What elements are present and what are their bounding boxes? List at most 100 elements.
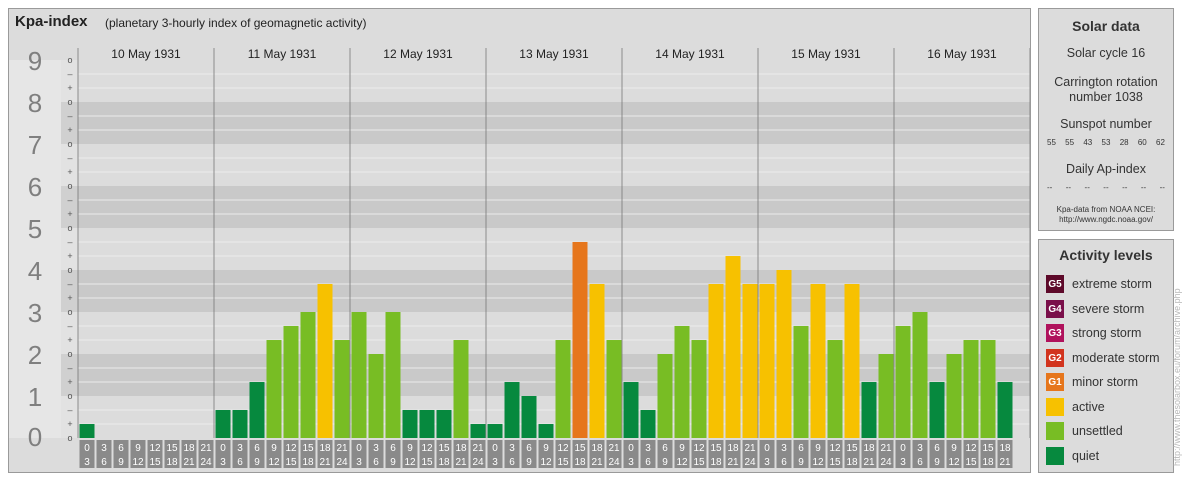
hour-end-label: 9 (662, 457, 668, 468)
chart-subtitle: (planetary 3-hourly index of geomagnetic… (105, 16, 367, 30)
hour-start-label: 0 (628, 443, 634, 454)
hour-label-box (96, 440, 112, 468)
legend-item-quiet: quiet (1046, 447, 1099, 465)
hour-start-label: 15 (302, 443, 314, 454)
hour-end-label: 12 (676, 457, 688, 468)
day-label: 12 May 1931 (383, 47, 453, 61)
kp-bar (776, 270, 792, 438)
minor-tick-label: + (67, 335, 72, 345)
hour-end-label: 3 (900, 457, 906, 468)
minor-tick-label: o (67, 223, 72, 233)
day-label: 13 May 1931 (519, 47, 589, 61)
ap-value: -- (1159, 183, 1165, 192)
hour-label-box (215, 440, 231, 468)
data-credit-line1: Kpa-data from NOAA NCEI: (1056, 205, 1156, 214)
hour-start-label: 3 (373, 443, 379, 454)
sublevel-band (61, 186, 78, 228)
minor-tick-label: – (67, 237, 72, 247)
hour-end-label: 12 (948, 457, 960, 468)
legend-item-moderate-storm: G2 moderate storm (1046, 349, 1160, 367)
kp-bar (657, 354, 673, 438)
hour-start-label: 18 (455, 443, 467, 454)
hour-end-label: 3 (628, 457, 634, 468)
hour-end-label: 6 (509, 457, 515, 468)
kp-bar (844, 283, 860, 438)
legend-item-active: active (1046, 398, 1105, 416)
kp-bar (878, 354, 894, 438)
hour-start-label: 12 (829, 443, 841, 454)
hour-label-box (538, 440, 554, 468)
hour-end-label: 15 (693, 457, 705, 468)
hour-label-box (504, 440, 520, 468)
minor-tick-label: o (67, 391, 72, 401)
hour-label-box (368, 440, 384, 468)
minor-tick-label: o (67, 307, 72, 317)
hour-label-box (555, 440, 571, 468)
hour-start-label: 15 (166, 443, 178, 454)
hour-label-box (300, 440, 316, 468)
level-band (78, 102, 1030, 144)
hour-label-box (844, 440, 860, 468)
sunspot-value: 43 (1083, 138, 1093, 147)
minor-tick-label: o (67, 139, 72, 149)
legend-label: severe storm (1072, 302, 1145, 316)
kp-bar (963, 340, 979, 438)
hour-start-label: 9 (679, 443, 685, 454)
hour-start-label: 6 (254, 443, 260, 454)
hour-end-label: 21 (183, 457, 195, 468)
hour-start-label: 3 (101, 443, 107, 454)
ap-value: -- (1103, 183, 1109, 192)
hour-start-label: 21 (336, 443, 348, 454)
legend-swatch (1046, 447, 1064, 465)
hour-start-label: 0 (356, 443, 362, 454)
hour-start-label: 9 (135, 443, 141, 454)
sunspot-title: Sunspot number (1060, 117, 1152, 131)
hour-end-label: 12 (404, 457, 416, 468)
hour-label-box (963, 440, 979, 468)
hour-label-box (640, 440, 656, 468)
kp-bar (623, 382, 639, 438)
hour-label-box (929, 440, 945, 468)
minor-tick-label: o (67, 181, 72, 191)
kp-bar (79, 424, 95, 438)
hour-label-box (402, 440, 418, 468)
ap-value: -- (1065, 183, 1072, 192)
sunspot-value: 62 (1156, 138, 1165, 147)
minor-tick-label: + (67, 293, 72, 303)
sublevel-band (61, 354, 78, 396)
legend-label: quiet (1072, 449, 1100, 463)
kp-bar (368, 354, 384, 438)
minor-tick-label: – (67, 153, 72, 163)
kp-bar (504, 382, 520, 438)
minor-tick-label: – (67, 195, 72, 205)
hour-start-label: 15 (982, 443, 994, 454)
hour-end-label: 15 (149, 457, 161, 468)
hour-end-label: 18 (166, 457, 178, 468)
hour-start-label: 9 (815, 443, 821, 454)
hour-label-box (725, 440, 741, 468)
legend-item-extreme-storm: G5 extreme storm (1046, 275, 1152, 293)
solar-cycle: Solar cycle 16 (1066, 46, 1146, 60)
kp-bar (759, 283, 775, 438)
hour-label-box (657, 440, 673, 468)
sunspot-values: 55 55 43 53 28 60 62 (1047, 138, 1165, 147)
hour-label-box (572, 440, 588, 468)
hour-end-label: 15 (285, 457, 297, 468)
hour-end-label: 24 (744, 457, 756, 468)
hour-end-label: 9 (526, 457, 532, 468)
hour-start-label: 15 (574, 443, 586, 454)
carrington-rotation-line1: Carrington rotation (1054, 75, 1158, 89)
hour-label-box (793, 440, 809, 468)
hour-label-box (334, 440, 350, 468)
sublevel-band (61, 144, 78, 186)
kp-bar (929, 382, 945, 438)
kp-bar (793, 325, 809, 438)
hour-end-label: 18 (438, 457, 450, 468)
hour-start-label: 3 (917, 443, 923, 454)
kp-bar (249, 382, 265, 438)
level-band (78, 186, 1030, 228)
sunspot-value: 53 (1101, 138, 1111, 147)
legend-item-severe-storm: G4 severe storm (1046, 300, 1144, 318)
kp-bar (674, 325, 690, 438)
kp-bar-chart: 10 May 1931 11 May 1931 12 May 1931 13 May … (9, 46, 1030, 468)
